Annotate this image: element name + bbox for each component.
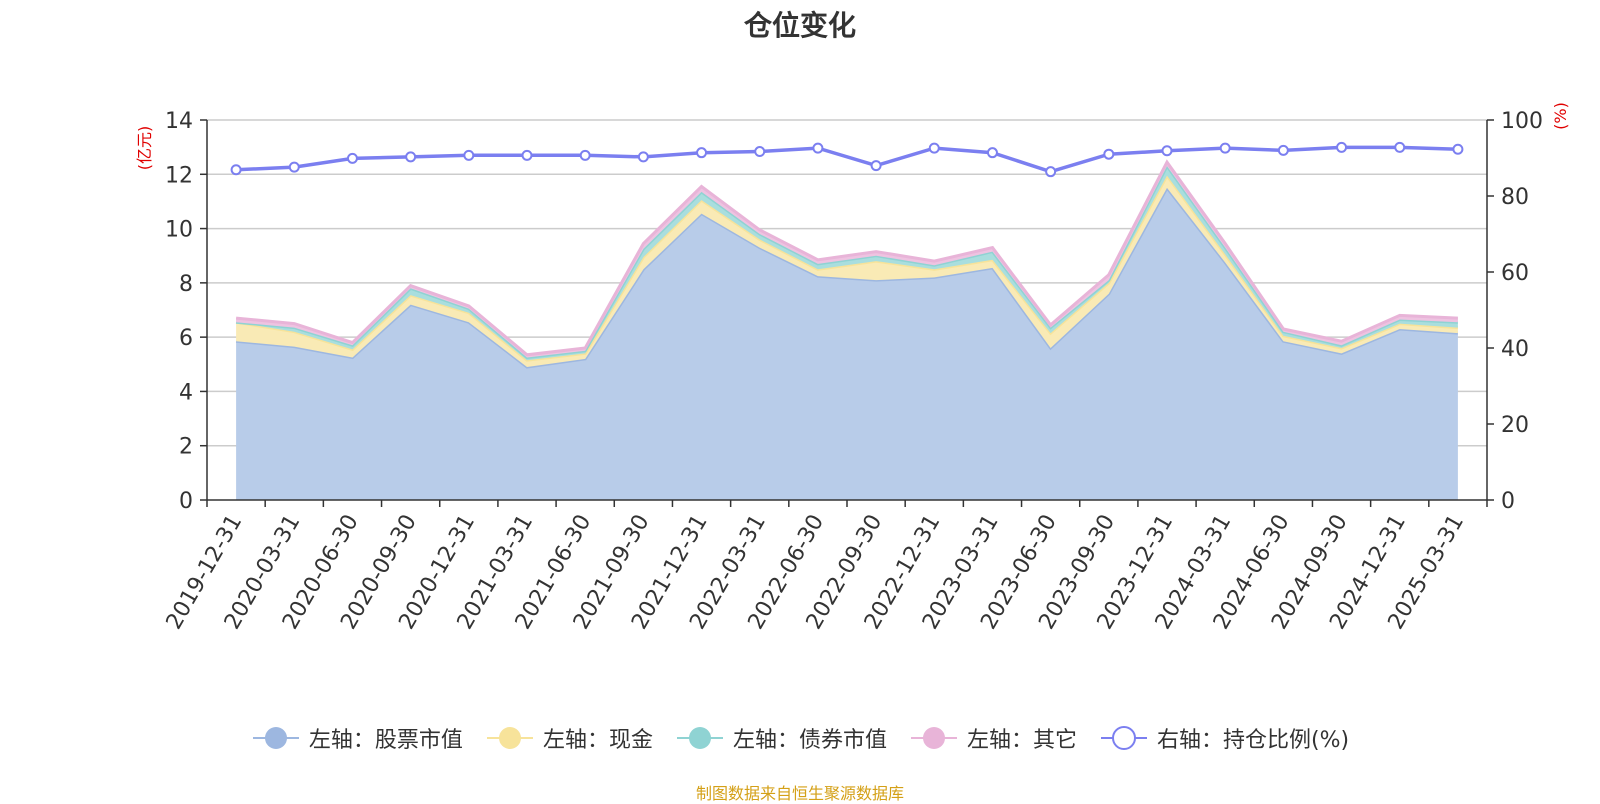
right-axis-tick-label: 80 (1501, 185, 1529, 210)
legend-label: 左轴：债券市值 (732, 728, 887, 753)
source-note: 制图数据来自恒生聚源数据库 (695, 784, 904, 803)
left-axis-tick-label: 12 (165, 163, 193, 188)
right-axis-tick-label: 60 (1501, 261, 1529, 286)
legend-label: 右轴：持仓比例(%) (1156, 728, 1350, 753)
left-axis-tick-label: 4 (179, 380, 193, 405)
ratio-point (579, 149, 591, 161)
area-1 (236, 187, 1458, 500)
right-axis-tick-label: 20 (1501, 413, 1529, 438)
ratio-line (230, 141, 1464, 178)
ratio-point (812, 142, 824, 154)
ratio-point (521, 149, 533, 161)
ratio-point (1103, 148, 1115, 160)
legend-marker-icon (910, 727, 957, 749)
legend-item[interactable]: 左轴：债券市值 (675, 722, 887, 754)
area-3 (236, 166, 1458, 361)
area-4 (236, 162, 1458, 358)
left-axis-tick-label: 0 (179, 489, 193, 514)
ratio-point (1277, 144, 1289, 156)
ratio-point (346, 152, 358, 164)
ratio-point (1452, 143, 1464, 155)
ratio-line-path (236, 145, 1458, 174)
left-axis-tick-label: 6 (179, 326, 193, 351)
legend-marker-icon (252, 727, 299, 749)
left-axis-unit: (亿元) (135, 126, 154, 171)
ratio-point (754, 146, 766, 158)
chart-canvas: 02468101214020406080100(亿元)(%)2019-12-31… (135, 102, 1570, 634)
legend-label: 左轴：现金 (542, 728, 653, 753)
ratio-point (637, 151, 649, 163)
ratio-point (928, 142, 940, 154)
ratio-point (405, 151, 417, 163)
legend-marker-icon (486, 727, 533, 749)
legend-item[interactable]: 右轴：持仓比例(%) (1099, 722, 1349, 754)
ratio-point (1045, 166, 1057, 178)
ratio-point (288, 161, 300, 173)
legend-label: 左轴：其它 (966, 728, 1077, 753)
area-line-4 (235, 159, 1458, 357)
legend-marker-icon (1100, 726, 1147, 750)
legend-item[interactable]: 左轴：其它 (909, 722, 1077, 754)
left-axis-tick-label: 14 (165, 109, 193, 134)
ratio-point (230, 164, 242, 176)
legend-label: 左轴：股票市值 (308, 728, 463, 753)
legend: 左轴：股票市值 左轴：现金 左轴：债券市值 左轴：其它 右轴：持仓比例(%) (0, 722, 1600, 754)
ratio-point (696, 147, 708, 159)
left-axis-tick-label: 2 (179, 435, 193, 460)
ratio-point (1336, 141, 1348, 153)
ratio-point (1394, 141, 1406, 153)
right-axis-unit: (%) (1551, 102, 1570, 130)
left-axis-tick-label: 8 (179, 272, 193, 297)
right-axis-tick-label: 40 (1501, 337, 1529, 362)
left-axis-tick-label: 10 (165, 218, 193, 243)
ratio-point (986, 147, 998, 159)
legend-marker-icon (676, 727, 723, 749)
stacked-areas (235, 159, 1459, 500)
legend-item[interactable]: 左轴：现金 (485, 722, 653, 754)
legend-item[interactable]: 左轴：股票市值 (251, 722, 463, 754)
ratio-point (1161, 145, 1173, 157)
chart-title: 仓位变化 (743, 9, 856, 42)
right-axis-tick-label: 100 (1501, 109, 1543, 134)
area-2 (236, 175, 1458, 367)
ratio-point (870, 160, 882, 172)
ratio-point (463, 149, 475, 161)
right-axis-tick-label: 0 (1501, 489, 1515, 514)
ratio-point (1219, 142, 1231, 154)
